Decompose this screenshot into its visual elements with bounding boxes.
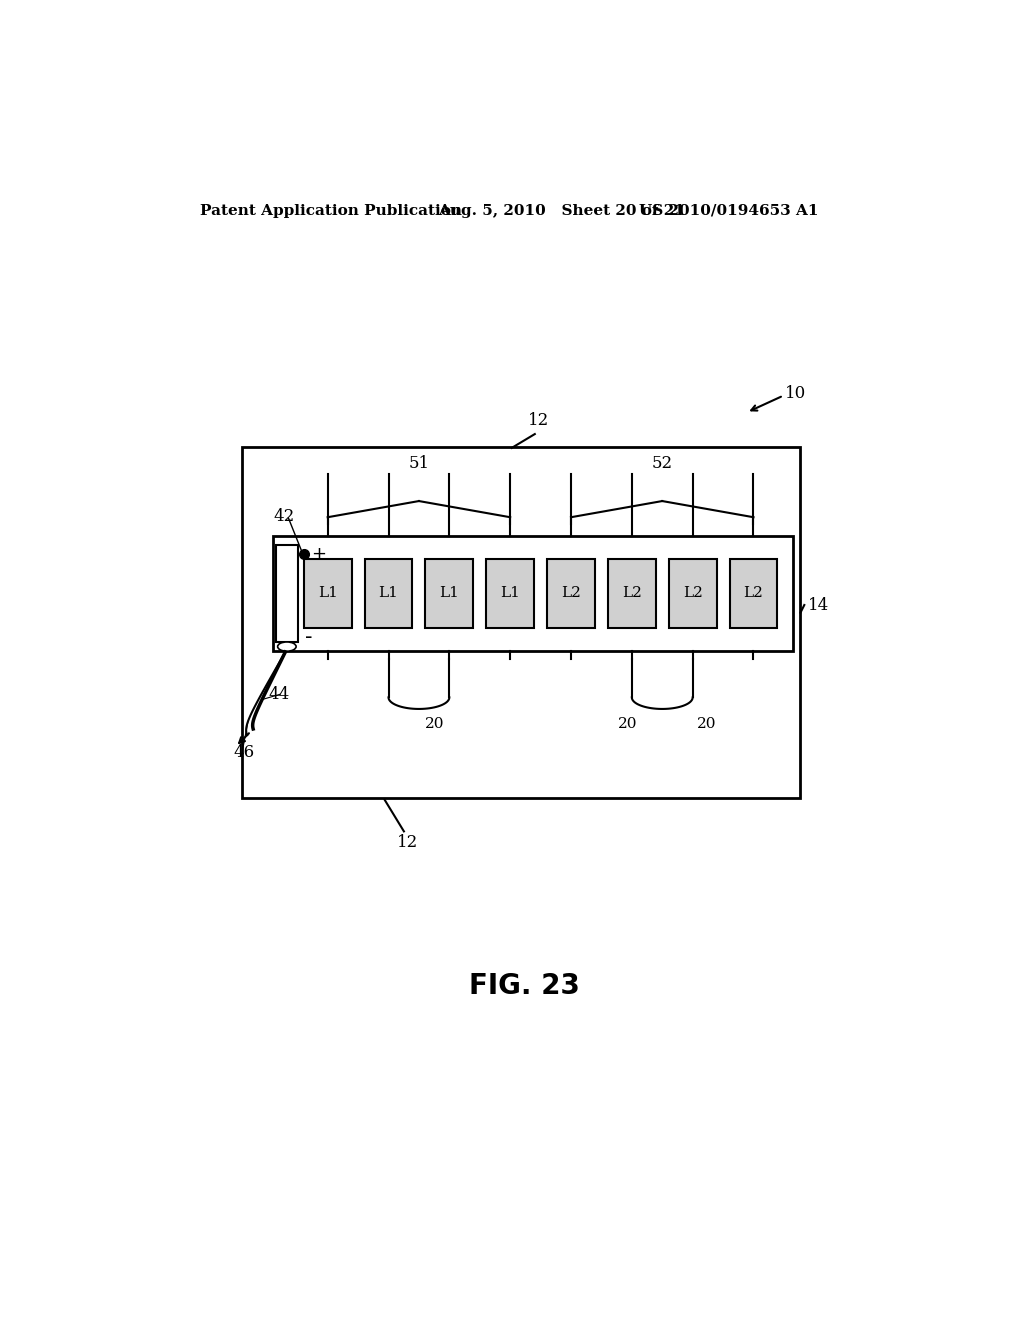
Text: Aug. 5, 2010   Sheet 20 of 21: Aug. 5, 2010 Sheet 20 of 21 [438,203,685,218]
Text: 20: 20 [617,717,638,731]
Text: +: + [311,545,327,564]
Text: Patent Application Publication: Patent Application Publication [200,203,462,218]
Text: L2: L2 [743,586,764,601]
Bar [425,558,473,628]
Bar [365,558,413,628]
Text: L1: L1 [379,586,398,601]
Text: L1: L1 [317,586,338,601]
Text: 10: 10 [785,384,806,401]
Text: L2: L2 [561,586,581,601]
Text: 52: 52 [651,455,673,471]
Bar [547,558,595,628]
Ellipse shape [278,642,296,651]
Text: L1: L1 [439,586,460,601]
Bar [243,447,801,797]
Text: 12: 12 [397,834,419,851]
Text: L2: L2 [683,586,702,601]
Text: L1: L1 [501,586,520,601]
Bar [273,536,793,651]
Text: 14: 14 [808,597,829,614]
Text: FIG. 23: FIG. 23 [469,972,581,1001]
Bar [486,558,535,628]
Bar [276,545,298,642]
Bar [669,558,717,628]
Text: -: - [305,627,313,647]
Text: L2: L2 [622,586,642,601]
Bar [304,558,351,628]
Text: 42: 42 [273,508,294,525]
Text: 46: 46 [233,743,255,760]
Text: 44: 44 [268,686,290,702]
Bar [730,558,777,628]
Text: 51: 51 [409,455,429,471]
Text: 20: 20 [696,717,716,731]
Text: US 2010/0194653 A1: US 2010/0194653 A1 [639,203,818,218]
Bar [608,558,655,628]
Text: 12: 12 [528,412,549,429]
Text: 20: 20 [425,717,444,731]
